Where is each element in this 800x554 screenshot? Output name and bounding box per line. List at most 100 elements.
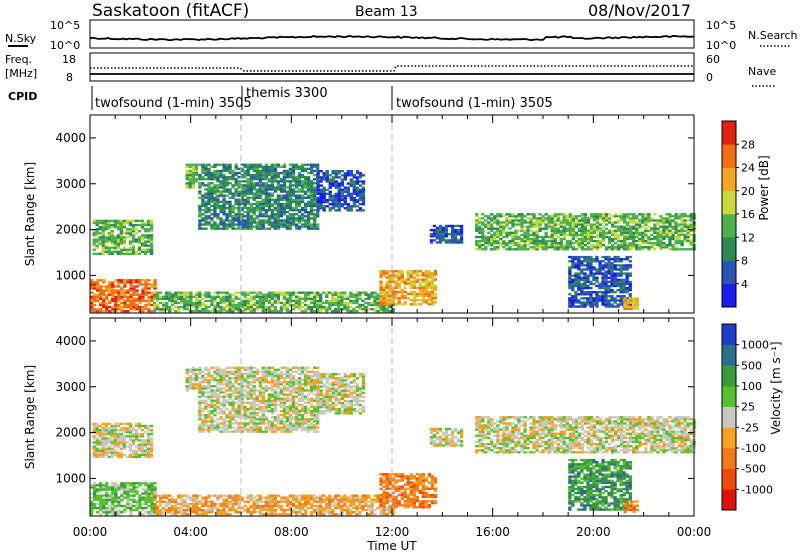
power-cell (499, 242, 503, 245)
power-cell (300, 305, 305, 309)
power-cell (601, 274, 605, 277)
power-cell (249, 202, 253, 206)
power-cell (285, 293, 290, 296)
power-cell (95, 223, 99, 227)
power-cell (653, 242, 657, 245)
power-cell (334, 196, 338, 200)
velocity-cell (129, 498, 133, 501)
power-cell (403, 280, 407, 283)
velocity-cell (201, 401, 205, 404)
power-region-10 (623, 297, 639, 311)
power-cell (556, 223, 560, 226)
power-cell (306, 180, 311, 183)
power-cell (583, 237, 588, 241)
power-cell (255, 301, 259, 305)
power-cell (340, 184, 345, 187)
power-cell (526, 225, 530, 228)
power-cell (282, 180, 287, 183)
velocity-cell (122, 453, 127, 457)
power-cell (276, 291, 281, 294)
power-cell (101, 225, 105, 229)
power-cell (619, 274, 623, 277)
power-cell (141, 297, 145, 300)
power-cell (313, 291, 317, 294)
power-cell (297, 202, 302, 206)
power-cell (337, 192, 341, 196)
power-cell (547, 223, 551, 226)
velocity-cell (119, 447, 124, 450)
velocity-cell (129, 508, 133, 512)
power-cell (282, 293, 287, 296)
power-cell (185, 186, 189, 189)
power-cell (231, 171, 235, 175)
power-cell (231, 211, 235, 214)
power-cell (623, 225, 627, 228)
power-cell (565, 219, 570, 222)
power-cell (517, 215, 521, 218)
power-cell (565, 239, 570, 243)
colorbar-swatch (722, 283, 736, 308)
power-cell (607, 262, 611, 265)
power-cell (571, 260, 575, 263)
power-cell (119, 221, 124, 225)
power-cell (246, 303, 250, 307)
power-cell (270, 217, 275, 220)
power-cell (659, 246, 663, 249)
power-cell (376, 301, 380, 305)
power-cell (243, 221, 247, 224)
power-cell (562, 237, 566, 241)
power-cell (125, 250, 130, 254)
power-cell (574, 295, 578, 298)
power-cell (249, 219, 253, 222)
power-cell (622, 266, 626, 269)
power-cell (291, 215, 296, 218)
power-cell (592, 231, 597, 234)
power-cell (291, 165, 296, 168)
power-cell (192, 295, 196, 298)
power-cell (435, 231, 440, 234)
power-cell (484, 237, 488, 241)
power-cell (626, 307, 630, 311)
velocity-cell (117, 511, 121, 514)
power-cell (619, 266, 623, 269)
power-cell (334, 297, 338, 300)
power-cell (647, 239, 651, 243)
power-cell (282, 295, 287, 298)
power-cell (511, 221, 515, 224)
power-cell (614, 233, 618, 237)
power-cell (668, 235, 672, 239)
velocity-cell (153, 482, 157, 485)
power-cell (487, 235, 491, 239)
velocity-cell (131, 451, 136, 454)
power-cell (529, 246, 533, 249)
power-cell (650, 227, 654, 230)
velocity-cell (149, 449, 154, 452)
power-cell (559, 225, 563, 228)
power-cell (562, 248, 566, 251)
power-cell (601, 293, 605, 296)
power-cell (535, 244, 539, 247)
power-cell (613, 278, 617, 281)
power-cell (450, 226, 455, 230)
velocity-cell (147, 504, 151, 508)
power-cell (403, 303, 407, 306)
power-cell (117, 289, 121, 292)
power-cell (201, 310, 205, 313)
power-cell (565, 233, 570, 237)
power-cell (111, 310, 115, 313)
power-cell (346, 190, 351, 193)
power-cell (574, 235, 579, 239)
power-cell (616, 272, 620, 275)
power-cell (225, 200, 229, 204)
power-cell (580, 246, 585, 249)
power-cell (191, 186, 196, 189)
velocity-cell (119, 441, 124, 444)
power-cell (385, 301, 389, 304)
power-cell (562, 219, 566, 222)
power-cell (613, 305, 617, 308)
power-cell (306, 223, 311, 226)
velocity-cell (147, 492, 151, 495)
power-cell (306, 163, 311, 166)
velocity-cell (144, 500, 148, 503)
power-cell (313, 217, 317, 220)
